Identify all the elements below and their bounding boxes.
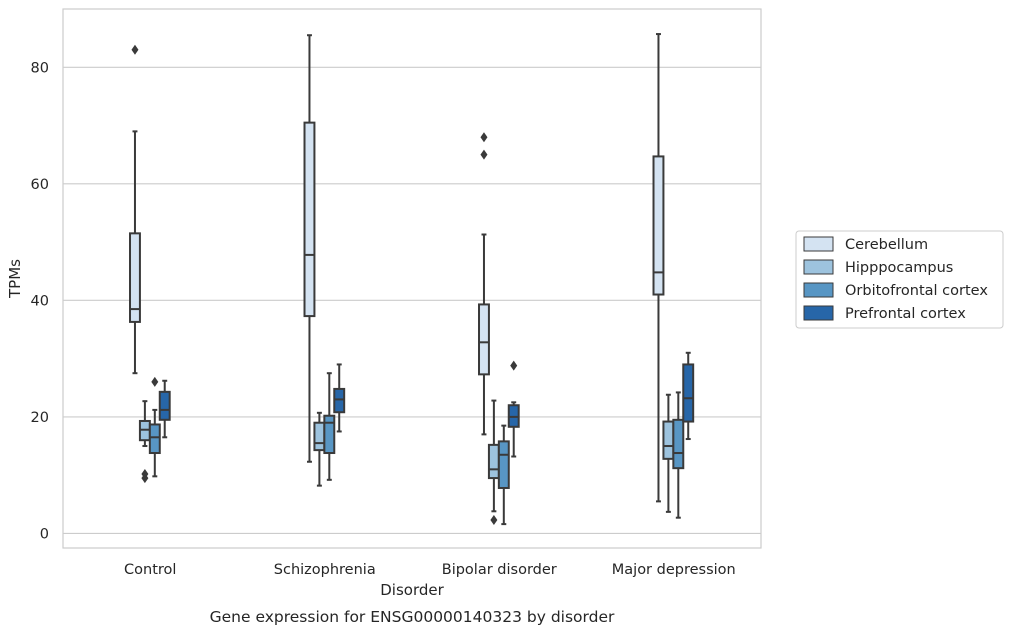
box-group	[682, 351, 695, 441]
legend-swatch	[803, 259, 834, 275]
box	[129, 232, 141, 323]
box-group	[333, 363, 346, 433]
y-tick-label: 20	[31, 410, 49, 426]
box	[313, 421, 326, 452]
box	[487, 443, 500, 480]
y-tick-label: 40	[31, 293, 49, 309]
x-tick-labels: Control Schizophrenia Bipolar disorder Majo…	[124, 562, 736, 578]
box-group	[478, 132, 490, 436]
legend-swatch	[803, 305, 834, 321]
box-group	[497, 424, 510, 526]
x-tick-label: Major depression	[612, 562, 736, 578]
x-axis-label: Disorder	[380, 581, 444, 599]
outlier-point	[480, 132, 488, 143]
outlier-point	[141, 468, 149, 479]
chart-caption: Gene expression for ENSG00000140323 by d…	[210, 608, 615, 626]
legend-label: Orbitofrontal cortex	[845, 283, 988, 299]
box	[672, 418, 685, 470]
box	[497, 440, 510, 489]
x-tick-label: Bipolar disorder	[442, 562, 557, 578]
legend-swatch	[803, 236, 834, 252]
box-group	[313, 411, 326, 487]
box	[148, 423, 161, 455]
legend: Cerebellum Hipppocampus Orbitofrontal cort…	[795, 230, 1004, 329]
box	[662, 420, 675, 460]
outlier-point	[480, 149, 488, 160]
box-group	[148, 376, 161, 478]
outlier-point	[510, 360, 518, 371]
legend-frame	[795, 230, 1004, 329]
legend-label: Hipppocampus	[845, 260, 953, 276]
box-group	[323, 372, 336, 481]
outlier-point	[490, 515, 498, 526]
boxes	[129, 33, 695, 526]
box	[478, 303, 490, 376]
legend-swatch	[803, 282, 834, 298]
box	[652, 155, 665, 296]
plot-area	[62, 8, 762, 549]
y-tick-labels: 0 20 40 60 80	[31, 60, 49, 542]
y-tick-label: 0	[40, 526, 49, 542]
y-axis-label: TPMs	[6, 259, 24, 299]
outlier-point	[151, 376, 159, 387]
box-group	[303, 34, 316, 463]
box	[333, 387, 346, 414]
outlier-point	[131, 44, 139, 55]
y-tick-label: 80	[31, 60, 49, 76]
x-tick-label: Schizophrenia	[274, 562, 376, 578]
box	[682, 363, 695, 423]
y-tick-label: 60	[31, 177, 49, 193]
box-group	[487, 399, 500, 526]
box-group	[158, 379, 171, 439]
legend-label: Prefrontal cortex	[845, 306, 966, 322]
x-tick-label: Control	[124, 562, 176, 578]
box	[303, 121, 316, 318]
box-group	[129, 44, 141, 375]
gridlines	[63, 66, 761, 534]
box-group	[507, 360, 520, 458]
box	[323, 414, 336, 455]
box-group	[652, 33, 665, 503]
box-group	[672, 391, 685, 519]
box	[158, 390, 171, 421]
legend-label: Cerebellum	[845, 237, 928, 253]
